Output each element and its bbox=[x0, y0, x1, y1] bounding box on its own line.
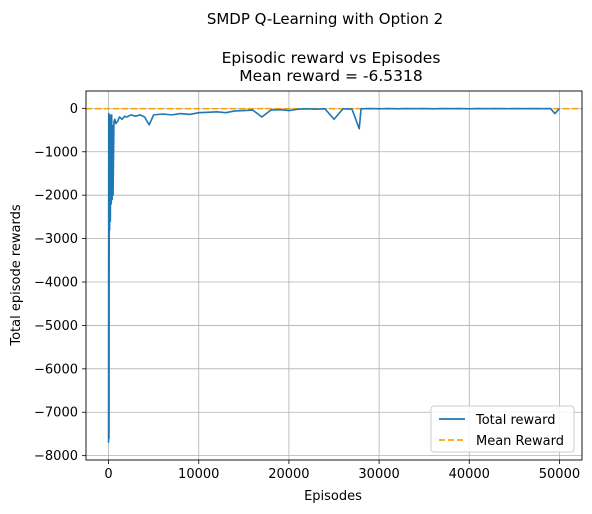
legend-frame bbox=[430, 405, 575, 453]
legend-label-mean-reward: Mean Reward bbox=[476, 434, 564, 449]
y-axis: 0 −1000 −2000 −3000 −4000 −5000 −6000 −7000 −800… bbox=[34, 102, 86, 464]
figure-suptitle: SMDP Q-Learning with Option 2 bbox=[207, 10, 443, 28]
y-tick-label: −5000 bbox=[34, 319, 78, 334]
y-tick-label: −2000 bbox=[34, 189, 78, 204]
chart-title-line-1: Episodic reward vs Episodes bbox=[222, 49, 441, 67]
plot-area-frame bbox=[85, 90, 583, 461]
x-tick-label: 40000 bbox=[449, 467, 490, 482]
chart-title-line-2: Mean reward = -6.5318 bbox=[239, 67, 423, 85]
legend-label-total-reward: Total reward bbox=[475, 413, 556, 428]
x-tick-label: 20000 bbox=[268, 467, 309, 482]
grid-lines bbox=[86, 91, 582, 460]
y-tick-label: −8000 bbox=[34, 449, 78, 464]
x-tick-label: 50000 bbox=[539, 467, 580, 482]
series-layer bbox=[107, 107, 561, 443]
y-tick-label: 0 bbox=[70, 102, 78, 117]
x-axis-label: Episodes bbox=[304, 489, 362, 504]
legend: Total reward Mean Reward bbox=[430, 405, 575, 453]
y-tick-label: −6000 bbox=[34, 362, 78, 377]
y-axis-label: Total episode rewards bbox=[9, 204, 24, 346]
series-line-total-reward bbox=[107, 107, 561, 443]
y-tick-label: −3000 bbox=[34, 232, 78, 247]
y-tick-label: −1000 bbox=[34, 145, 78, 160]
y-tick-label: −7000 bbox=[34, 406, 78, 421]
x-tick-label: 10000 bbox=[178, 467, 219, 482]
y-tick-label: −4000 bbox=[34, 276, 78, 291]
x-tick-label: 0 bbox=[104, 467, 112, 482]
x-axis: 0 10000 20000 30000 40000 50000 bbox=[104, 460, 580, 482]
x-tick-label: 30000 bbox=[358, 467, 399, 482]
